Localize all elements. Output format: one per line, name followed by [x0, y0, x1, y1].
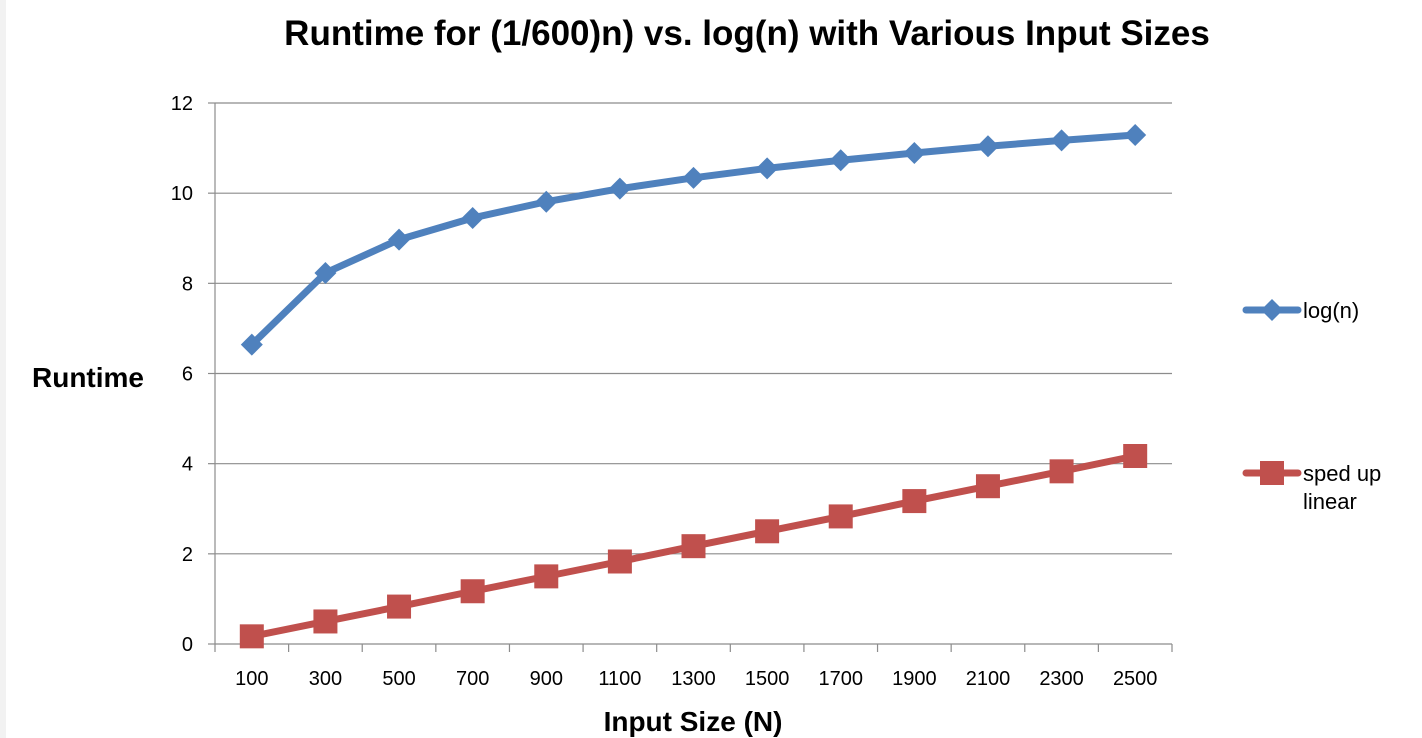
series-0-point-700 — [461, 206, 484, 229]
gridlines — [215, 102, 1172, 555]
series-0-point-1100 — [608, 177, 631, 200]
legend-entry-1: sped up linear — [1242, 461, 1381, 514]
x-tick-label-300: 300 — [309, 668, 342, 690]
series-0-point-1900 — [903, 142, 926, 165]
chart-title: Runtime for (1/600)n) vs. log(n) with Va… — [284, 14, 1210, 53]
x-tick-label-700: 700 — [456, 668, 489, 690]
x-tick-label-2500: 2500 — [1113, 668, 1158, 690]
legend-entry-0: log(n) — [1242, 298, 1359, 323]
series-1-point-2300 — [1049, 459, 1074, 484]
x-tick-label-2300: 2300 — [1039, 668, 1084, 690]
x-tick-label-1700: 1700 — [818, 668, 863, 690]
legend-label-0-0: log(n) — [1303, 298, 1359, 323]
legend-swatch-marker-1 — [1260, 461, 1284, 485]
x-tick-label-100: 100 — [235, 668, 268, 690]
series-0-point-300 — [314, 261, 337, 284]
y-tick-labels: 0 2 4 6 8 10 12 — [171, 93, 193, 656]
y-tick-label-12: 12 — [171, 93, 193, 115]
y-tick-label-2: 2 — [182, 544, 193, 566]
series-0-point-2100 — [976, 135, 999, 158]
x-tick-labels: 100 300 500 700 900 1100 1300 1500 1700 1900 2100 2… — [235, 668, 1157, 690]
series-0-point-500 — [388, 228, 411, 251]
series-1-point-900 — [534, 564, 559, 589]
series-1-point-2100 — [975, 474, 1000, 499]
series-0-point-1500 — [756, 157, 779, 180]
series-0 — [240, 124, 1147, 356]
y-tick-label-10: 10 — [171, 183, 193, 205]
y-tick-label-0: 0 — [182, 634, 193, 656]
series-0-point-100 — [240, 333, 263, 356]
y-axis-title: Runtime — [32, 362, 144, 393]
series-1-point-1300 — [681, 534, 706, 559]
series-1-point-300 — [313, 609, 338, 634]
series-1-point-2500 — [1123, 444, 1148, 469]
series-0-point-1300 — [682, 166, 705, 189]
legend-label-1-1: linear — [1303, 489, 1357, 514]
x-tick-label-1100: 1100 — [598, 668, 641, 690]
x-tick-label-500: 500 — [382, 668, 415, 690]
series-1-point-1900 — [902, 489, 927, 514]
legend: log(n) sped up linear — [1242, 298, 1381, 514]
series-1-point-500 — [387, 594, 412, 619]
series-0-point-900 — [535, 190, 558, 213]
x-tick-label-2100: 2100 — [966, 668, 1011, 690]
series-1 — [239, 444, 1148, 649]
x-tick-label-1900: 1900 — [892, 668, 937, 690]
series-0-point-1700 — [829, 149, 852, 172]
series-1-point-700 — [460, 579, 485, 604]
x-tick-label-900: 900 — [530, 668, 563, 690]
series-1-point-1500 — [755, 519, 780, 544]
x-axis-title: Input Size (N) — [604, 706, 783, 737]
series-0-point-2500 — [1124, 124, 1147, 147]
legend-label-1-0: sped up — [1303, 461, 1381, 486]
y-tick-label-6: 6 — [182, 364, 193, 386]
series-group — [239, 124, 1148, 649]
legend-swatch-marker-0 — [1261, 299, 1283, 321]
series-1-point-1100 — [607, 549, 632, 574]
x-tick-label-1500: 1500 — [745, 668, 790, 690]
series-1-point-1700 — [828, 504, 853, 529]
left-edge-strip — [0, 0, 6, 738]
series-1-point-100 — [239, 624, 264, 649]
series-0-line — [248, 131, 1139, 349]
y-tick-label-8: 8 — [182, 273, 193, 295]
x-tick-label-1300: 1300 — [671, 668, 716, 690]
y-tick-label-4: 4 — [182, 454, 193, 476]
axes — [208, 102, 1173, 652]
series-0-point-2300 — [1050, 129, 1073, 152]
